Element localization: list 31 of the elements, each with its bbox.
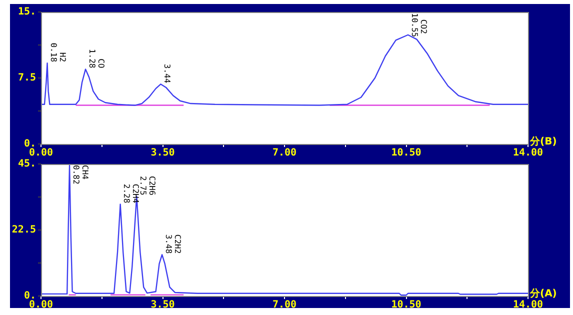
annotation: 10.55 — [410, 13, 419, 38]
x-tick-label: 7.00 — [272, 300, 297, 311]
annotation: 2.75 — [138, 176, 148, 196]
x-tick-label: 14.00 — [512, 300, 544, 311]
annotation: 3.44 — [162, 64, 172, 84]
annotation: 2.28 — [122, 184, 132, 204]
y-tick-label: 15. — [18, 6, 36, 18]
x-tick-label: 3.50 — [150, 148, 175, 159]
y-tick-label: 45. — [18, 158, 36, 170]
x-tick-label: 10.50 — [391, 148, 422, 159]
annotation: C2H4 — [131, 184, 140, 204]
y-tick-label: 22.5 — [12, 224, 36, 236]
annotation: CO2 — [418, 19, 428, 34]
annotation: 0.18 — [49, 42, 58, 62]
annotation: 1.28 — [87, 48, 96, 68]
x-tick-label: 0.00 — [28, 300, 54, 311]
x-tick-label: 10.50 — [391, 300, 422, 311]
x-tick-label: 14.00 — [512, 148, 544, 159]
annotation: 3.48 — [164, 234, 173, 254]
x-tick-label: 0.00 — [28, 148, 54, 159]
x-axis-title: 分(A) — [529, 288, 557, 300]
x-tick-label: 3.50 — [150, 300, 175, 311]
y-tick-label: 7.5 — [18, 72, 36, 84]
annotation: CO — [96, 58, 106, 68]
annotation: 0.82 — [71, 165, 80, 184]
annotation: CH4 — [80, 165, 90, 180]
annotation: C2H2 — [172, 234, 182, 254]
x-tick-label: 7.00 — [272, 148, 297, 159]
annotation: H2 — [58, 52, 68, 62]
annotation: C2H6 — [148, 176, 157, 196]
x-axis-title: 分(B) — [529, 136, 557, 148]
